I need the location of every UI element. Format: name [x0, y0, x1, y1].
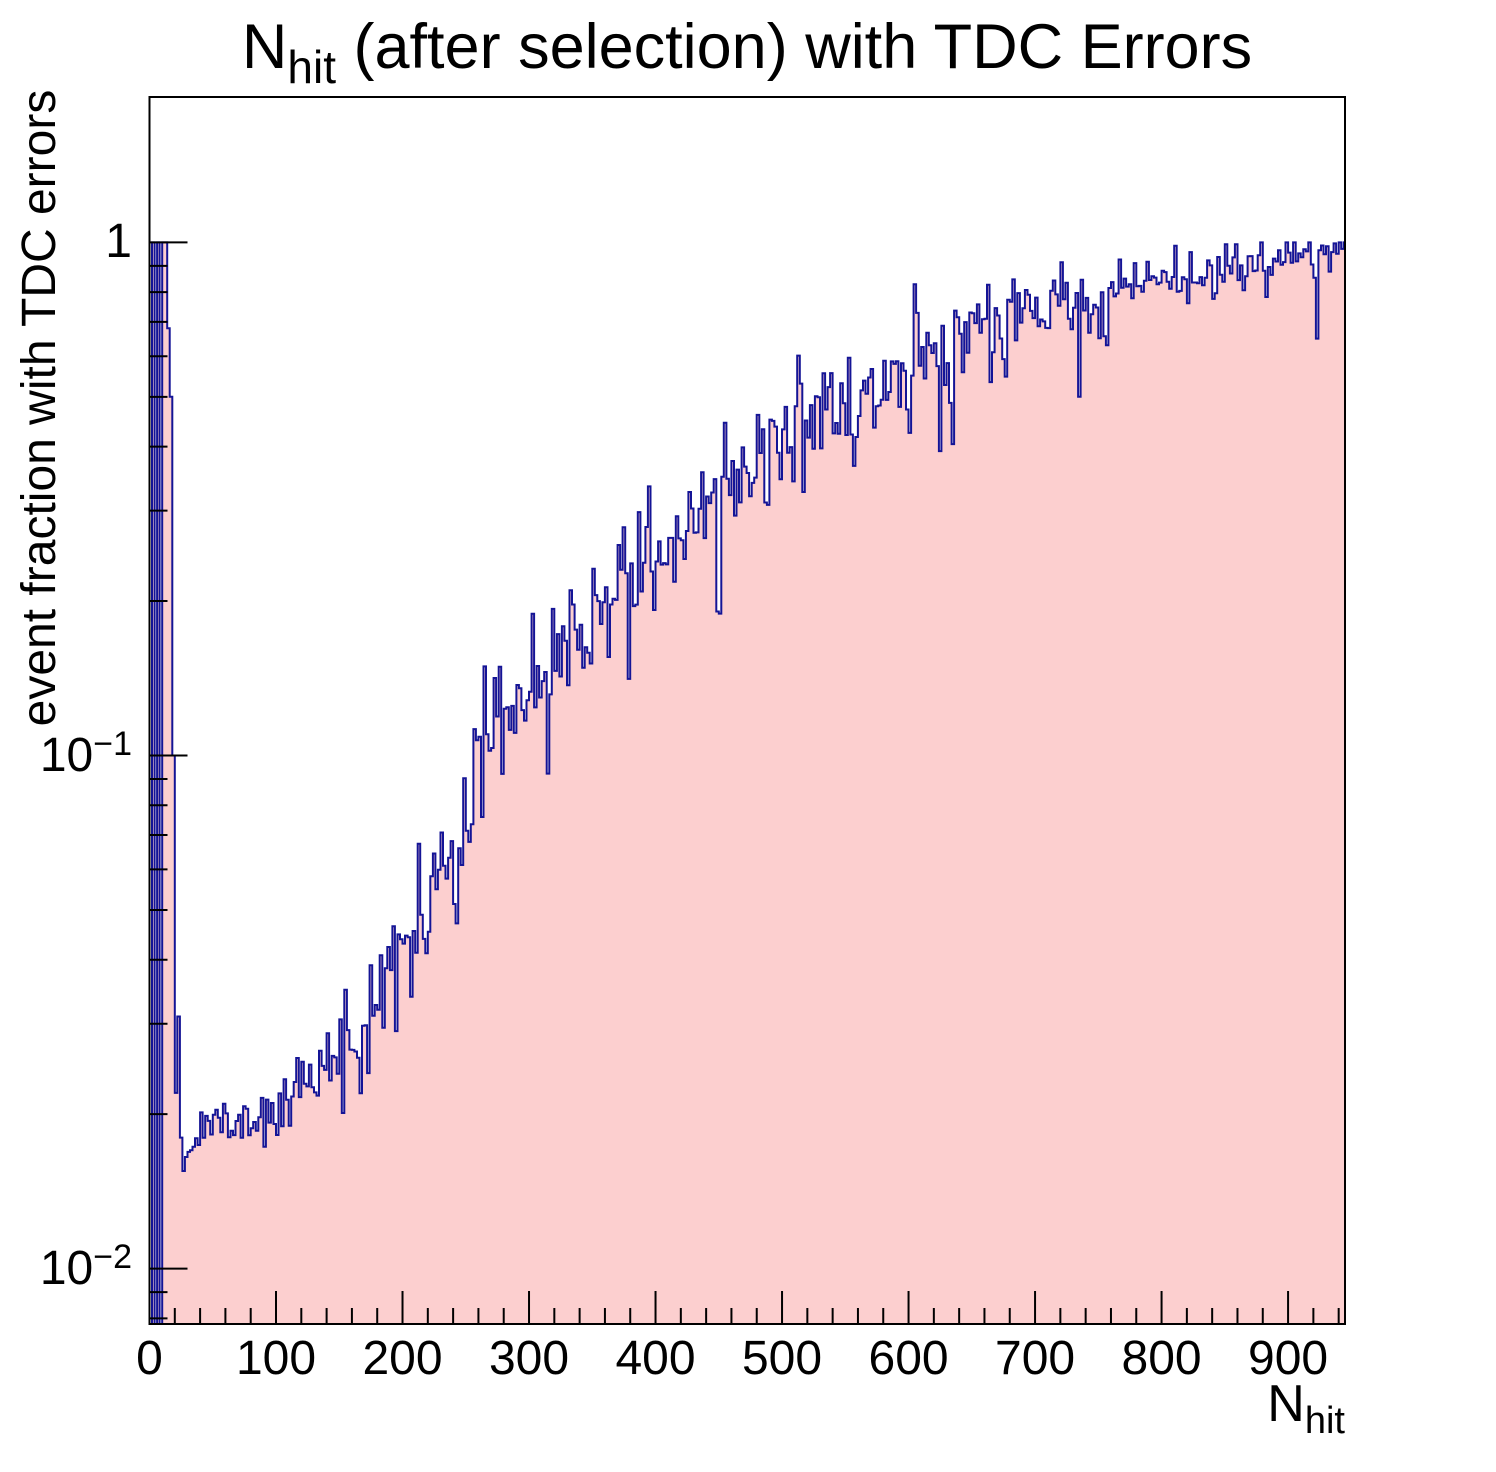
y-tick-exponent: −2: [93, 1237, 132, 1276]
y-tick-exponent: −1: [93, 724, 132, 763]
plot-frame: [148, 96, 1346, 1325]
x-axis-title-subscript: hit: [1304, 1400, 1345, 1442]
chart-title: Nhit (after selection) with TDC Errors: [149, 12, 1345, 93]
x-tick-label: 500: [741, 1332, 823, 1385]
x-tick-label: 700: [995, 1332, 1076, 1385]
x-axis-title: Nhit: [1145, 1375, 1345, 1442]
x-tick-label: 800: [1121, 1332, 1202, 1385]
y-tick-label: 1: [105, 215, 132, 269]
chart-title-subscript: hit: [287, 41, 337, 93]
x-tick-label: 100: [235, 1332, 317, 1385]
x-tick-label: 200: [362, 1332, 443, 1385]
x-tick-label: 0: [136, 1332, 163, 1385]
y-tick-label: 10−2: [39, 1237, 132, 1295]
histogram-outline: [149, 241, 1346, 1325]
histogram-fill: [149, 242, 1345, 1324]
x-tick-label: 300: [488, 1332, 570, 1385]
y-tick-label: 10−1: [39, 724, 132, 782]
x-axis-title-prefix: N: [1267, 1375, 1305, 1433]
x-tick-label: 400: [615, 1332, 696, 1385]
chart-title-rest: (after selection) with TDC Errors: [336, 12, 1253, 82]
x-tick-label: 600: [868, 1332, 949, 1385]
x-tick-label: 900: [1248, 1332, 1329, 1385]
chart-title-prefix: N: [241, 12, 288, 82]
